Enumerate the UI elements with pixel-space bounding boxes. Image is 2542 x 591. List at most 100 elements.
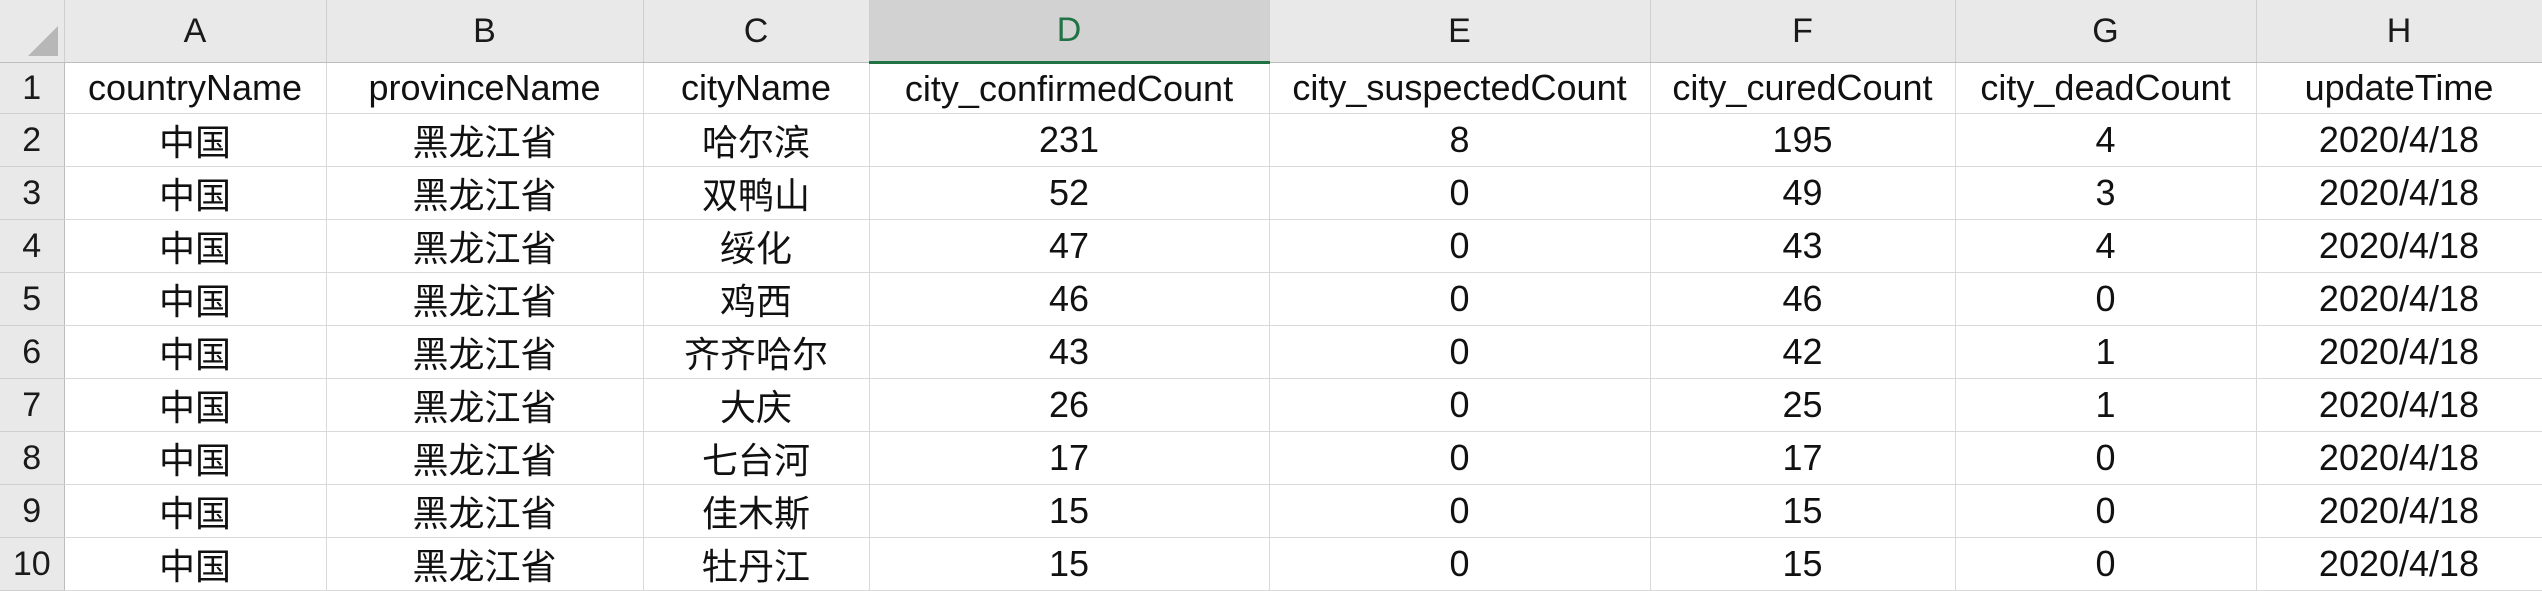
row-header[interactable]: 6 [0, 325, 65, 379]
cell-g2[interactable]: 4 [1955, 113, 2257, 167]
cell-h7[interactable]: 2020/4/18 [2256, 378, 2542, 432]
cell-d6[interactable]: 43 [869, 325, 1270, 379]
cell-d10[interactable]: 15 [869, 537, 1270, 591]
row-header[interactable]: 8 [0, 431, 65, 485]
cell-f2[interactable]: 195 [1650, 113, 1956, 167]
cell-c6[interactable]: 齐齐哈尔 [643, 325, 870, 379]
cell-h4[interactable]: 2020/4/18 [2256, 219, 2542, 273]
cell-f3[interactable]: 49 [1650, 166, 1956, 220]
cell-e9[interactable]: 0 [1269, 484, 1651, 538]
column-header-f[interactable]: F [1650, 0, 1956, 63]
cell-b3[interactable]: 黑龙江省 [326, 166, 644, 220]
cell-g3[interactable]: 3 [1955, 166, 2257, 220]
cell-c4[interactable]: 绥化 [643, 219, 870, 273]
table-row: 9 中国 黑龙江省 佳木斯 15 0 15 0 2020/4/18 [0, 484, 2542, 538]
cell-h8[interactable]: 2020/4/18 [2256, 431, 2542, 485]
column-header-a[interactable]: A [64, 0, 327, 63]
row-header[interactable]: 2 [0, 113, 65, 167]
cell-e6[interactable]: 0 [1269, 325, 1651, 379]
cell-b8[interactable]: 黑龙江省 [326, 431, 644, 485]
cell-g7[interactable]: 1 [1955, 378, 2257, 432]
column-header-c[interactable]: C [643, 0, 870, 63]
cell-a2[interactable]: 中国 [64, 113, 327, 167]
cell-e4[interactable]: 0 [1269, 219, 1651, 273]
cell-d4[interactable]: 47 [869, 219, 1270, 273]
cell-c10[interactable]: 牡丹江 [643, 537, 870, 591]
cell-e10[interactable]: 0 [1269, 537, 1651, 591]
cell-c9[interactable]: 佳木斯 [643, 484, 870, 538]
cell-d7[interactable]: 26 [869, 378, 1270, 432]
cell-e7[interactable]: 0 [1269, 378, 1651, 432]
cell-b1[interactable]: provinceName [326, 62, 644, 114]
cell-h5[interactable]: 2020/4/18 [2256, 272, 2542, 326]
cell-g8[interactable]: 0 [1955, 431, 2257, 485]
cell-h3[interactable]: 2020/4/18 [2256, 166, 2542, 220]
cell-e1[interactable]: city_suspectedCount [1269, 62, 1651, 114]
cell-c2[interactable]: 哈尔滨 [643, 113, 870, 167]
cell-f5[interactable]: 46 [1650, 272, 1956, 326]
cell-a10[interactable]: 中国 [64, 537, 327, 591]
cell-b4[interactable]: 黑龙江省 [326, 219, 644, 273]
cell-b2[interactable]: 黑龙江省 [326, 113, 644, 167]
cell-a1[interactable]: countryName [64, 62, 327, 114]
cell-a9[interactable]: 中国 [64, 484, 327, 538]
cell-d8[interactable]: 17 [869, 431, 1270, 485]
cell-h2[interactable]: 2020/4/18 [2256, 113, 2542, 167]
row-header[interactable]: 1 [0, 62, 65, 114]
cell-d3[interactable]: 52 [869, 166, 1270, 220]
cell-e2[interactable]: 8 [1269, 113, 1651, 167]
cell-e5[interactable]: 0 [1269, 272, 1651, 326]
cell-f6[interactable]: 42 [1650, 325, 1956, 379]
cell-d2[interactable]: 231 [869, 113, 1270, 167]
row-header[interactable]: 4 [0, 219, 65, 273]
row-header[interactable]: 9 [0, 484, 65, 538]
cell-b7[interactable]: 黑龙江省 [326, 378, 644, 432]
cell-g6[interactable]: 1 [1955, 325, 2257, 379]
cell-d5[interactable]: 46 [869, 272, 1270, 326]
cell-f1[interactable]: city_curedCount [1650, 62, 1956, 114]
cell-b6[interactable]: 黑龙江省 [326, 325, 644, 379]
cell-g10[interactable]: 0 [1955, 537, 2257, 591]
row-header[interactable]: 3 [0, 166, 65, 220]
column-header-h[interactable]: H [2256, 0, 2542, 63]
cell-e8[interactable]: 0 [1269, 431, 1651, 485]
cell-d9[interactable]: 15 [869, 484, 1270, 538]
cell-a7[interactable]: 中国 [64, 378, 327, 432]
cell-c8[interactable]: 七台河 [643, 431, 870, 485]
cell-a8[interactable]: 中国 [64, 431, 327, 485]
column-header-g[interactable]: G [1955, 0, 2257, 63]
cell-f7[interactable]: 25 [1650, 378, 1956, 432]
cell-f4[interactable]: 43 [1650, 219, 1956, 273]
cell-f8[interactable]: 17 [1650, 431, 1956, 485]
row-header[interactable]: 5 [0, 272, 65, 326]
cell-e3[interactable]: 0 [1269, 166, 1651, 220]
cell-g9[interactable]: 0 [1955, 484, 2257, 538]
cell-d1[interactable]: city_confirmedCount [869, 62, 1270, 114]
cell-g1[interactable]: city_deadCount [1955, 62, 2257, 114]
cell-a3[interactable]: 中国 [64, 166, 327, 220]
cell-h10[interactable]: 2020/4/18 [2256, 537, 2542, 591]
cell-h6[interactable]: 2020/4/18 [2256, 325, 2542, 379]
cell-f9[interactable]: 15 [1650, 484, 1956, 538]
cell-c3[interactable]: 双鸭山 [643, 166, 870, 220]
cell-g5[interactable]: 0 [1955, 272, 2257, 326]
cell-f10[interactable]: 15 [1650, 537, 1956, 591]
cell-c7[interactable]: 大庆 [643, 378, 870, 432]
cell-c5[interactable]: 鸡西 [643, 272, 870, 326]
cell-a4[interactable]: 中国 [64, 219, 327, 273]
column-header-b[interactable]: B [326, 0, 644, 63]
select-all-corner[interactable] [0, 0, 65, 63]
cell-b5[interactable]: 黑龙江省 [326, 272, 644, 326]
column-header-e[interactable]: E [1269, 0, 1651, 63]
cell-a5[interactable]: 中国 [64, 272, 327, 326]
cell-h9[interactable]: 2020/4/18 [2256, 484, 2542, 538]
cell-a6[interactable]: 中国 [64, 325, 327, 379]
column-header-d[interactable]: D [869, 0, 1270, 64]
row-header[interactable]: 10 [0, 537, 65, 591]
row-header[interactable]: 7 [0, 378, 65, 432]
cell-h1[interactable]: updateTime [2256, 62, 2542, 114]
cell-b9[interactable]: 黑龙江省 [326, 484, 644, 538]
cell-c1[interactable]: cityName [643, 62, 870, 114]
cell-b10[interactable]: 黑龙江省 [326, 537, 644, 591]
cell-g4[interactable]: 4 [1955, 219, 2257, 273]
